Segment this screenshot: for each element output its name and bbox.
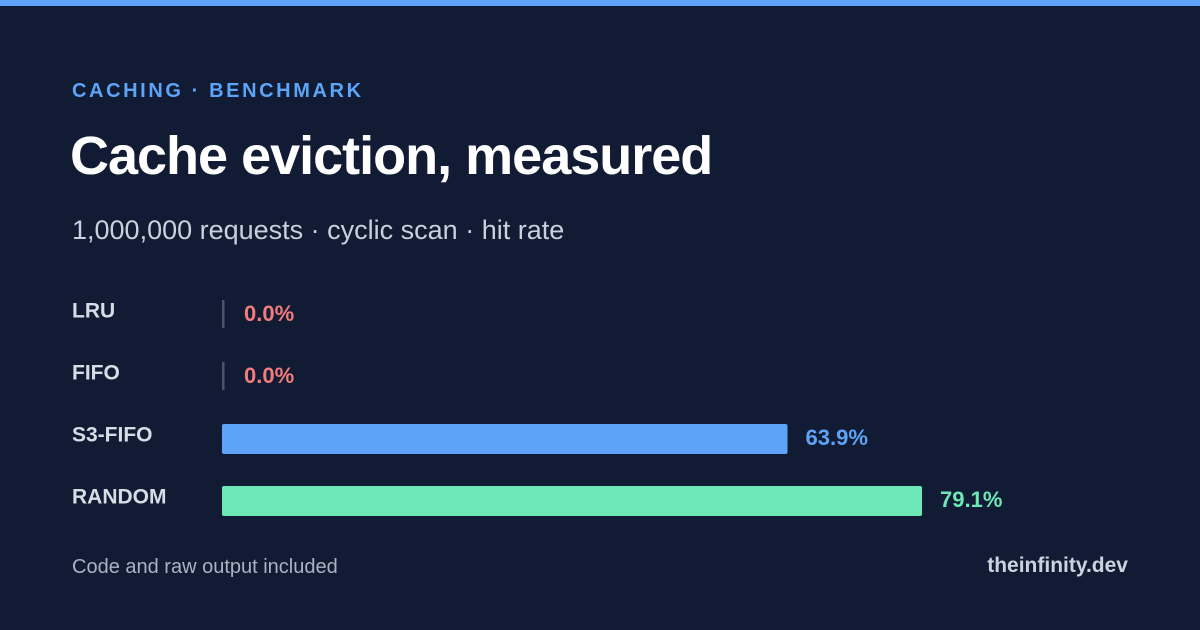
- bar-lru: [222, 300, 225, 328]
- category-label-s3-fifo: S3-FIFO: [72, 424, 153, 447]
- bar-fifo: [222, 362, 225, 390]
- top-accent-bar: [0, 0, 1200, 6]
- value-label-fifo: 0.0%: [244, 363, 294, 388]
- category-label-lru: LRU: [72, 300, 115, 323]
- value-label-s3-fifo: 63.9%: [806, 425, 868, 450]
- value-label-random: 79.1%: [940, 487, 1002, 512]
- bar-random: [222, 486, 923, 516]
- footer-note: Code and raw output included: [72, 556, 338, 578]
- category-label-random: RANDOM: [72, 486, 167, 509]
- bar-s3-fifo: [222, 424, 788, 454]
- subtitle: 1,000,000 requests · cyclic scan · hit r…: [72, 215, 565, 245]
- value-label-lru: 0.0%: [244, 301, 294, 326]
- category-label-fifo: FIFO: [72, 362, 120, 385]
- footer-brand: theinfinity.dev: [987, 554, 1128, 577]
- eyebrow-label: CACHING · BENCHMARK: [72, 80, 364, 102]
- page-title: Cache eviction, measured: [70, 126, 713, 186]
